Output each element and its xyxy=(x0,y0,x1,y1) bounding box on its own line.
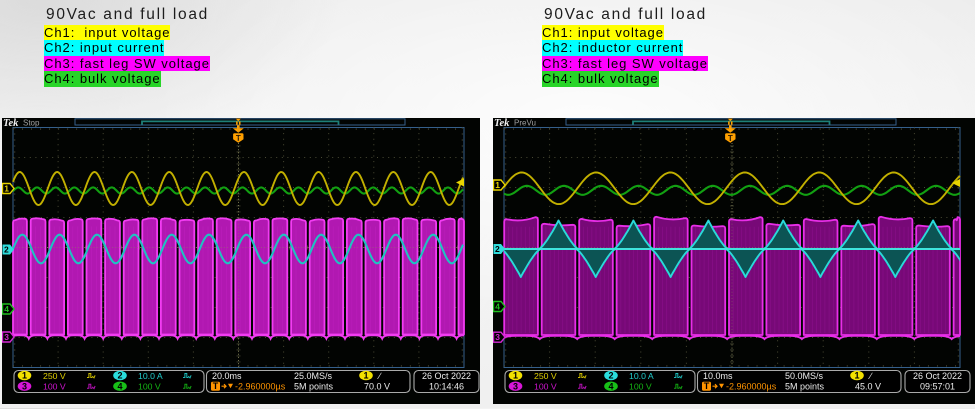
svg-text:100 V: 100 V xyxy=(138,381,161,391)
svg-text:1: 1 xyxy=(495,180,500,190)
svg-text:10.0 A: 10.0 A xyxy=(138,371,163,381)
svg-text:10.0 A: 10.0 A xyxy=(629,371,654,381)
svg-text:1: 1 xyxy=(854,371,859,381)
svg-text:T: T xyxy=(728,134,733,143)
svg-text:T: T xyxy=(236,134,241,143)
svg-text:3: 3 xyxy=(4,332,9,342)
svg-text:100 V: 100 V xyxy=(629,381,652,391)
svg-text:2: 2 xyxy=(608,371,613,381)
svg-text:50.0MS/s: 50.0MS/s xyxy=(785,371,824,381)
svg-text:26 Oct 2022: 26 Oct 2022 xyxy=(422,371,471,381)
svg-text:100 V: 100 V xyxy=(43,381,66,391)
svg-text:4: 4 xyxy=(495,302,500,312)
svg-text:4: 4 xyxy=(117,381,122,391)
svg-text:1: 1 xyxy=(363,371,368,381)
svg-text:20.0ms: 20.0ms xyxy=(212,371,242,381)
svg-text:3: 3 xyxy=(22,381,27,391)
svg-text:3: 3 xyxy=(495,332,500,342)
svg-text:Tek: Tek xyxy=(494,118,510,129)
svg-text:25.0MS/s: 25.0MS/s xyxy=(294,371,333,381)
svg-text:T: T xyxy=(213,381,219,391)
svg-text:1: 1 xyxy=(513,371,518,381)
svg-text:250 V: 250 V xyxy=(43,371,66,381)
svg-text:-2.960000µs: -2.960000µs xyxy=(726,381,777,391)
svg-text:∕: ∕ xyxy=(868,371,873,381)
svg-text:Stop: Stop xyxy=(23,119,40,128)
svg-text:2: 2 xyxy=(117,371,122,381)
svg-text:45.0 V: 45.0 V xyxy=(855,381,881,391)
svg-text:Tek: Tek xyxy=(3,118,19,129)
svg-text:PreVu: PreVu xyxy=(514,119,536,128)
svg-text:T: T xyxy=(704,381,710,391)
svg-text:3: 3 xyxy=(513,381,518,391)
svg-text:5M points: 5M points xyxy=(785,381,825,391)
svg-text:10:14:46: 10:14:46 xyxy=(429,381,464,391)
svg-text:4: 4 xyxy=(4,304,9,314)
svg-text:250 V: 250 V xyxy=(534,371,557,381)
svg-text:10.0ms: 10.0ms xyxy=(703,371,733,381)
svg-text:2: 2 xyxy=(4,245,9,255)
svg-text:∕: ∕ xyxy=(377,371,382,381)
svg-text:70.0 V: 70.0 V xyxy=(364,381,390,391)
svg-text:100 V: 100 V xyxy=(534,381,557,391)
svg-text:26 Oct 2022: 26 Oct 2022 xyxy=(913,371,962,381)
svg-text:-2.960000µs: -2.960000µs xyxy=(235,381,286,391)
svg-text:1: 1 xyxy=(4,184,9,194)
svg-text:5M points: 5M points xyxy=(294,381,334,391)
svg-text:2: 2 xyxy=(495,244,500,254)
svg-text:09:57:01: 09:57:01 xyxy=(920,381,955,391)
svg-text:4: 4 xyxy=(608,381,613,391)
svg-text:1: 1 xyxy=(22,371,27,381)
